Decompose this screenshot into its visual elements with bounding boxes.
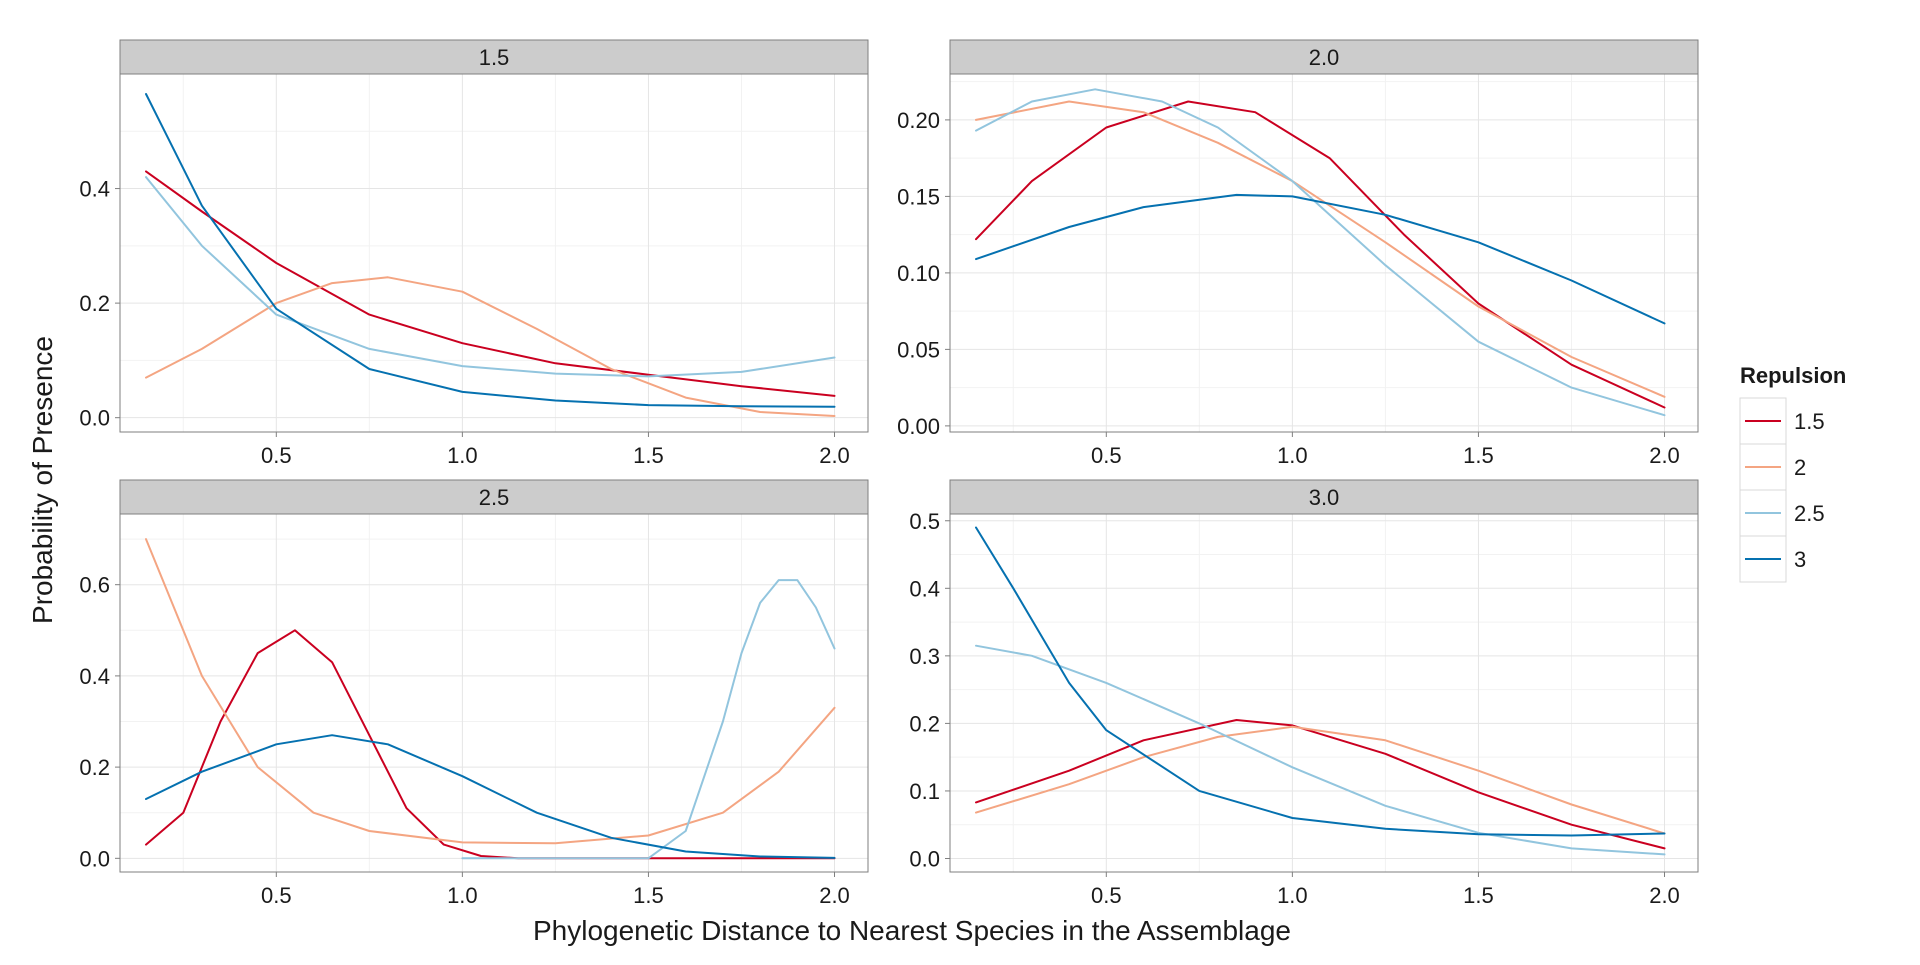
y-tick-label: 0.15 xyxy=(897,184,940,209)
y-tick-label: 0.4 xyxy=(79,664,110,689)
y-tick-label: 0.0 xyxy=(909,846,940,871)
y-tick-label: 0.0 xyxy=(79,846,110,871)
series-line-2 xyxy=(975,725,1666,835)
series-line-2-5 xyxy=(145,176,836,378)
y-tick-label: 0.4 xyxy=(909,576,940,601)
y-tick-label: 0.20 xyxy=(897,108,940,133)
plot-background xyxy=(950,514,1698,872)
y-tick-label: 0.05 xyxy=(897,337,940,362)
panel-border xyxy=(949,73,1699,433)
series-line-3 xyxy=(975,193,1666,325)
x-tick-label: 2.0 xyxy=(1649,883,1680,908)
legend-label: 2.5 xyxy=(1794,501,1825,526)
facet-strip-label: 3.0 xyxy=(1309,485,1340,510)
plot-background xyxy=(950,74,1698,432)
series-line-2-5 xyxy=(975,88,1666,417)
facet-strip xyxy=(949,479,1699,515)
facet-panel-3: 2.5 0.0 0.2 0.4 0.6 0.5 1.0 1.5 2.0 xyxy=(79,479,869,908)
x-tick-label: 1.0 xyxy=(1277,883,1308,908)
panel-border xyxy=(949,513,1699,873)
series-line-1-5 xyxy=(145,170,836,397)
series-line-3 xyxy=(145,93,836,408)
y-tick-label: 0.5 xyxy=(909,509,940,534)
facet-strip xyxy=(949,39,1699,75)
x-tick-label: 1.0 xyxy=(1277,443,1308,468)
x-tick-label: 1.0 xyxy=(447,883,478,908)
series-line-3 xyxy=(975,526,1666,837)
x-tick-label: 1.5 xyxy=(1463,443,1494,468)
y-tick-label: 0.00 xyxy=(897,414,940,439)
x-tick-label: 1.0 xyxy=(447,443,478,468)
panel-border xyxy=(119,513,869,873)
x-tick-label: 1.5 xyxy=(633,883,664,908)
legend-label: 3 xyxy=(1794,547,1806,572)
facet-strip xyxy=(119,479,869,515)
x-axis-title: Phylogenetic Distance to Nearest Species… xyxy=(533,915,1291,946)
facet-panel-1: 1.5 0.0 0.2 0.4 0.5 1.0 1.5 2.0 xyxy=(79,39,869,468)
plot-background xyxy=(120,514,868,872)
series-line-2 xyxy=(145,538,836,845)
y-tick-label: 0.4 xyxy=(79,177,110,202)
legend: Repulsion 1.5 2 2.5 3 xyxy=(1739,363,1846,583)
y-tick-label: 0.3 xyxy=(909,644,940,669)
facet-panel-4: 3.0 0.0 0.1 0.2 0.3 0.4 0.5 0.5 1.0 1.5 2.0 xyxy=(909,479,1699,908)
series-line-3 xyxy=(145,734,836,859)
panels-layer: 1.5 0.0 0.2 0.4 0.5 1.0 1.5 2.0 2.0 0.00 0.05 0.10 0… xyxy=(79,39,1699,908)
series-line-2 xyxy=(145,276,836,417)
facet-panel-2: 2.0 0.00 0.05 0.10 0.15 0.20 0.5 1.0 1.5 2.0 xyxy=(897,39,1699,468)
legend-keys: 1.5 2 2.5 3 xyxy=(1739,397,1825,583)
legend-title: Repulsion xyxy=(1740,363,1846,388)
facet-strip-label: 2.0 xyxy=(1309,45,1340,70)
x-tick-label: 0.5 xyxy=(261,883,292,908)
y-tick-label: 0.2 xyxy=(79,755,110,780)
series-line-1-5 xyxy=(975,719,1666,850)
y-tick-label: 0.10 xyxy=(897,261,940,286)
x-tick-label: 2.0 xyxy=(1649,443,1680,468)
y-tick-label: 0.0 xyxy=(79,406,110,431)
x-tick-label: 2.0 xyxy=(819,883,850,908)
legend-label: 1.5 xyxy=(1794,409,1825,434)
series-line-2-5 xyxy=(461,579,836,860)
facet-strip-label: 2.5 xyxy=(479,485,510,510)
legend-label: 2 xyxy=(1794,455,1806,480)
x-tick-label: 0.5 xyxy=(1091,443,1122,468)
x-tick-label: 2.0 xyxy=(819,443,850,468)
y-tick-label: 0.2 xyxy=(79,291,110,316)
facet-strip xyxy=(119,39,869,75)
facet-strip-label: 1.5 xyxy=(479,45,510,70)
series-line-1-5 xyxy=(975,100,1666,409)
x-tick-label: 1.5 xyxy=(1463,883,1494,908)
y-tick-label: 0.2 xyxy=(909,711,940,736)
y-tick-label: 0.6 xyxy=(79,573,110,598)
series-line-2-5 xyxy=(975,644,1666,856)
x-tick-label: 0.5 xyxy=(1091,883,1122,908)
plot-background xyxy=(120,74,868,432)
y-tick-label: 0.1 xyxy=(909,779,940,804)
x-tick-label: 1.5 xyxy=(633,443,664,468)
x-tick-label: 0.5 xyxy=(261,443,292,468)
panel-border xyxy=(119,73,869,433)
y-axis-title: Probability of Presence xyxy=(27,336,58,624)
